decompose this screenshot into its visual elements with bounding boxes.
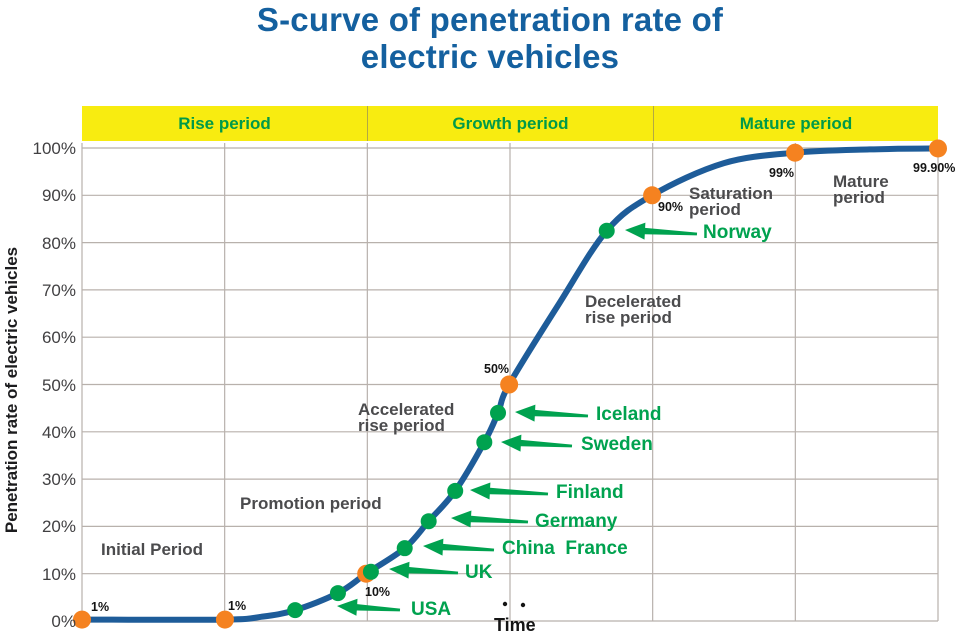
country-point-norway [598,222,615,239]
country-point-iceland [490,404,507,421]
period-band: Rise period Growth period Mature period [82,106,938,141]
country-point-china-france [396,540,413,557]
band-growth-period: Growth period [367,106,653,141]
country-arrow-finland [470,482,549,500]
country-point-sweden [476,434,493,451]
country-point-usa [329,585,346,602]
country-arrow-iceland [515,404,589,422]
country-arrow-usa [337,598,401,616]
country-arrow-uk [389,561,459,579]
country-arrow-germany [451,510,529,528]
chart-title-line1: S-curve of penetration rate of [256,1,724,38]
milestone-point-99 [786,143,805,162]
country-point-uk [362,563,379,580]
milestone-point-1 [215,610,234,629]
milestone-point-1 [73,610,91,629]
country-point-germany [420,513,437,530]
country-point-finland [447,482,464,499]
milestone-point-50 [500,375,519,394]
chart-title-line2: electric vehicles [360,38,620,75]
curve-point-0 [287,602,304,619]
country-arrow-norway [625,222,698,240]
band-rise-period: Rise period [178,113,271,133]
band-mature-period: Mature period [653,106,938,141]
milestone-point-99.90 [929,139,947,158]
milestone-point-90 [643,186,662,205]
time-ellipsis-dot [520,602,526,608]
country-arrow-china-france [423,538,495,556]
chart-title: S-curve of penetration rate of electric … [0,1,980,75]
time-ellipsis-dot [502,601,508,607]
country-arrow-sweden [501,434,573,452]
